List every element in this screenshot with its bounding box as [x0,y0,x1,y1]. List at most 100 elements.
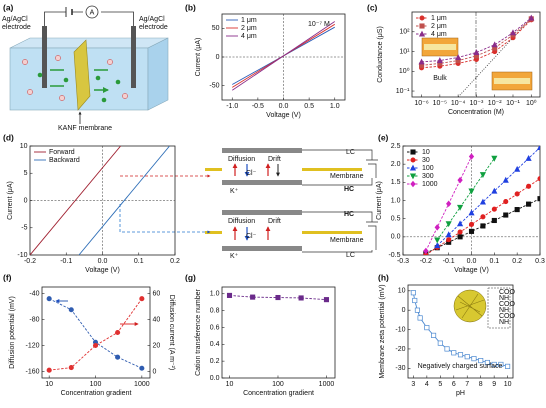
y-tick-label: 1.0 [391,197,401,204]
inset-label: NH [499,295,509,302]
marker [92,342,99,349]
y-tick-label: 0.2 [210,358,220,365]
y-axis-label: Current (μA) [7,181,14,220]
marker [436,57,443,64]
diagram-bottom: Diffusion Drift K⁺ Cl⁻ HC Membrane LC [205,210,378,260]
x-tick-label: 10⁻⁴ [451,100,466,107]
inset [424,44,456,50]
marker [446,237,452,243]
legend-label: 10 [422,149,430,156]
y-tick-label: 0.4 [210,341,220,348]
side-label: LC [346,252,355,259]
x-tick-label: 10⁻³ [470,100,484,107]
series-line [49,298,143,371]
marker [464,354,470,360]
y-tick-label: 50 [212,25,220,32]
legend-label: 30 [422,157,430,164]
y-tick-label: -40 [29,290,39,297]
link-arrow [119,204,211,234]
marker [410,180,416,188]
y-tick-label: 0.8 [210,307,220,314]
inset [494,78,530,84]
panel-label: (d) [3,132,14,142]
y-tick-label: -5 [21,225,27,232]
panel-label: (c) [367,2,378,12]
membrane-strip [302,168,362,171]
series-line [231,21,336,91]
y-tick-label: 10 [20,143,28,150]
x-axis-label: Concentration (M) [448,109,504,116]
electrode-label: electrode [2,24,31,31]
x-tick-label: 0.2 [170,258,180,265]
channel-wall [222,246,302,251]
membrane-label: Membrane [330,237,364,244]
marker [457,352,464,358]
x-tick-label: 10 [45,381,53,388]
series-line [30,146,121,255]
marker [537,196,540,202]
membrane-strip [302,231,362,234]
x-tick-label: 3 [411,381,415,388]
marker [526,183,532,189]
marker [514,165,521,172]
marker [528,14,535,21]
marker [46,296,52,302]
x-tick-label: 8 [479,381,483,388]
legend-label: Backward [49,157,80,164]
tank-top [9,37,169,49]
legend-label: 300 [422,173,434,180]
inset-label: COO [499,289,516,296]
x-tick-label: 0.5 [304,103,314,110]
marker [424,325,430,331]
x-tick-label: -0.1 [60,258,72,265]
marker [68,307,74,313]
y-tick-label: -0.5 [388,252,400,259]
marker [536,146,540,151]
x-axis-label: Voltage (V) [454,267,489,274]
plot-frame [41,286,151,379]
series-line [436,147,540,246]
series-line [436,158,495,241]
legend-label: 2 μm [241,25,257,32]
marker [525,154,532,161]
x-tick-label: 100 [90,381,102,388]
legend-label: 1000 [422,181,438,188]
marker [473,49,480,55]
x-tick-label: -1.0 [226,103,238,110]
y-tick-label: -10 [395,326,405,333]
legend-label: 1 μm [241,17,257,24]
circuit [302,211,378,253]
label: Diffusion [228,218,255,225]
marker [491,206,497,212]
y-tick-label: 0.6 [210,324,220,331]
x-axis-label: Concentration gradient [243,390,314,397]
marker [410,157,416,163]
y-tick-label: 10 [398,288,406,295]
y2-tick-label: 20 [153,342,161,349]
membrane [73,39,91,111]
marker [139,365,145,371]
y-tick-label: -10 [17,252,27,259]
y-axis-label: Diffusion potential (mV) [9,296,16,369]
y2-axis-label: Diffusion current (A m⁻²) [168,295,175,371]
side-label: HC [344,211,354,218]
x-tick-label: 7 [465,381,469,388]
channel-wall [222,148,302,153]
series-line [78,146,170,255]
circuit [302,149,378,186]
marker [480,223,486,229]
series-line [48,298,143,369]
marker [491,187,498,194]
electrode-label: Ag/AgCl [139,16,165,23]
marker [514,207,520,213]
marker [457,204,464,211]
inset-label: COO [499,301,516,308]
marker [115,329,121,336]
marker [537,176,540,182]
marker [457,229,463,235]
marker [446,200,452,208]
marker [419,15,425,21]
marker [484,359,490,366]
x-axis-label: Voltage (V) [85,267,120,274]
diagram-a: (a) A Ag/AgCl electrode Ag/AgCl electrod… [2,2,169,132]
